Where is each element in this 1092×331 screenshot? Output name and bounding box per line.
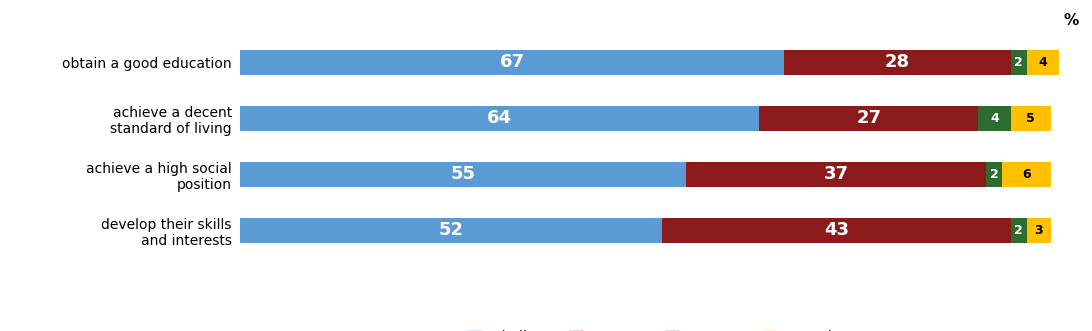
Text: 27: 27 <box>856 109 881 127</box>
Bar <box>240 162 686 187</box>
Text: 2: 2 <box>990 168 999 181</box>
Bar <box>686 162 986 187</box>
Text: 52: 52 <box>439 221 464 239</box>
Bar <box>986 162 1002 187</box>
Bar <box>240 106 759 131</box>
Text: 4: 4 <box>990 112 999 125</box>
Bar <box>240 50 784 75</box>
Bar <box>662 217 1010 243</box>
Bar <box>1010 217 1026 243</box>
Text: 55: 55 <box>451 165 476 183</box>
Text: 64: 64 <box>487 109 512 127</box>
Bar <box>240 217 662 243</box>
Text: 2: 2 <box>1014 56 1023 69</box>
Bar <box>784 50 1010 75</box>
Legend: Similar, Worse, Better, Don't know: Similar, Worse, Better, Don't know <box>462 325 870 331</box>
Bar <box>1010 106 1052 131</box>
Bar <box>978 106 1010 131</box>
Text: 6: 6 <box>1022 168 1031 181</box>
Bar <box>1010 50 1026 75</box>
Bar <box>1026 50 1059 75</box>
Text: %: % <box>1064 13 1079 28</box>
Text: 3: 3 <box>1034 224 1043 237</box>
Text: 5: 5 <box>1026 112 1035 125</box>
Bar <box>1026 217 1052 243</box>
Text: 43: 43 <box>823 221 848 239</box>
Bar <box>1002 162 1052 187</box>
Text: 37: 37 <box>823 165 848 183</box>
Text: 28: 28 <box>885 53 910 71</box>
Bar <box>759 106 978 131</box>
Text: 2: 2 <box>1014 224 1023 237</box>
Text: 4: 4 <box>1038 56 1047 69</box>
Text: 67: 67 <box>499 53 524 71</box>
